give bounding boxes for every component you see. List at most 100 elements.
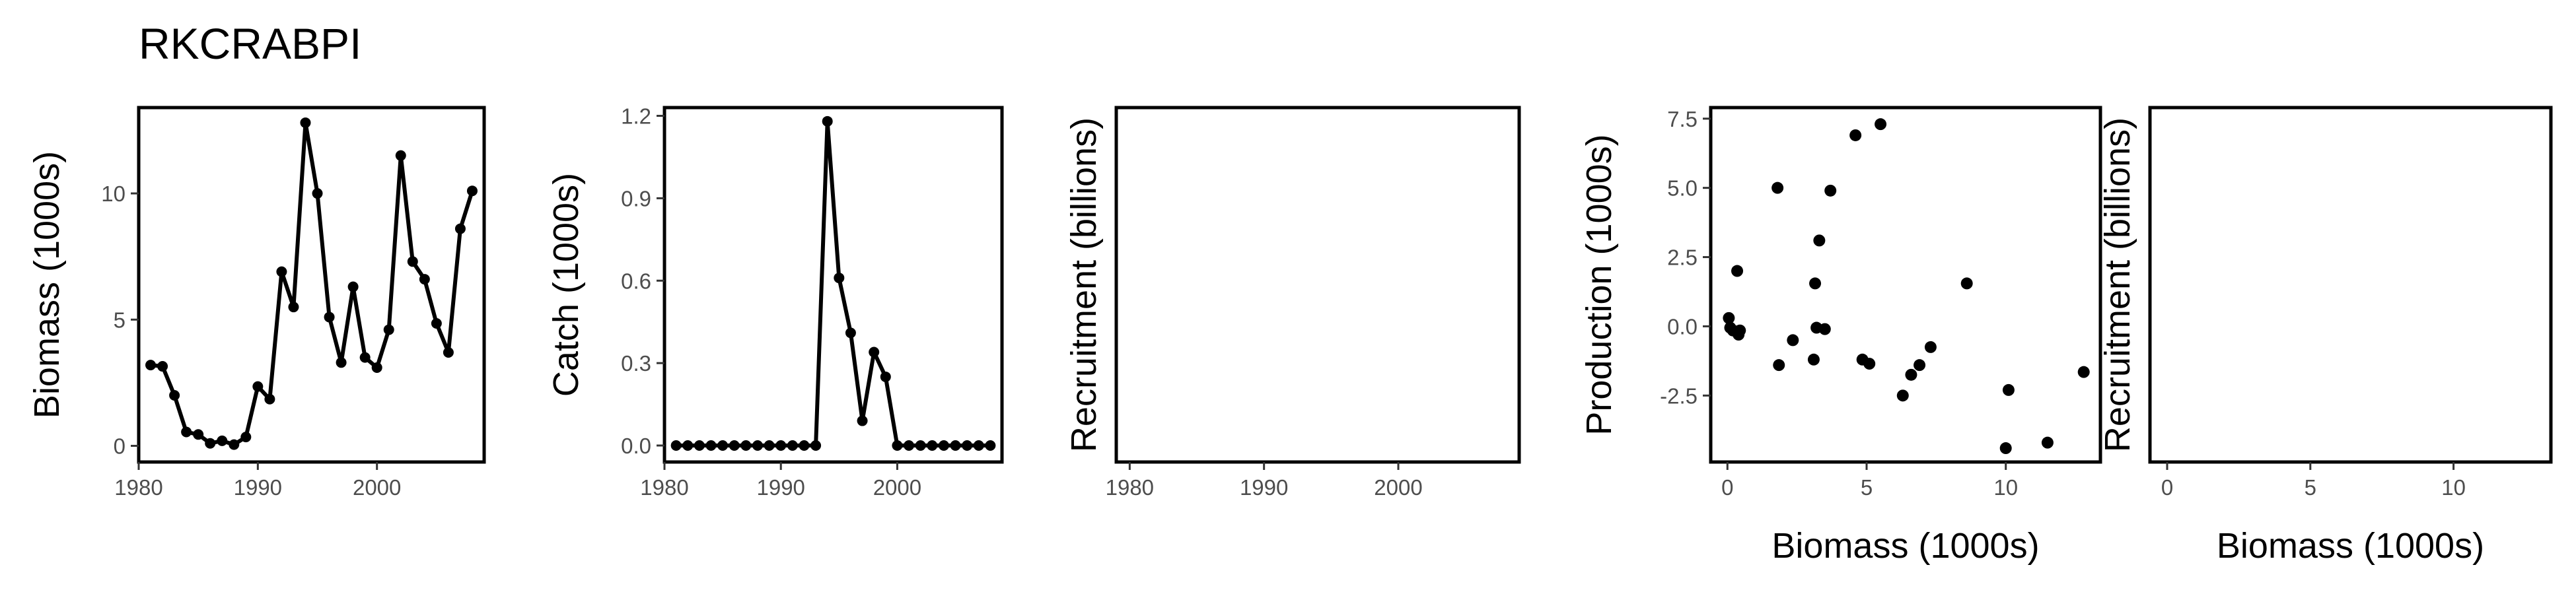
data-point	[822, 116, 833, 127]
data-point	[950, 440, 961, 451]
panel-border	[662, 106, 1004, 464]
data-point	[915, 440, 926, 451]
data-point	[157, 361, 168, 372]
data-point	[229, 439, 240, 450]
data-point	[1771, 182, 1784, 194]
chart-panel-2: 1980 1990 2000 0.0 0.3 0.6 0.9 1.2 Catch (1000s)	[546, 104, 1004, 500]
data-point	[1809, 277, 1822, 290]
data-point	[670, 440, 682, 451]
data-point	[845, 327, 856, 339]
data-point	[1875, 118, 1887, 131]
data-point	[752, 440, 763, 451]
data-point	[300, 117, 311, 128]
data-point	[892, 440, 903, 451]
y-tick-label: 7.5	[1667, 107, 1698, 131]
data-point	[2077, 366, 2090, 378]
chart-panel-4: 0 5 10 -2.5 0.0 2.5 5.0 7.5 Production (1000s) Bi…	[1579, 106, 2102, 566]
data-point	[1849, 129, 1862, 141]
chart-panel-3: 1980 1990 2000 Recruitment (billions)	[1064, 106, 1521, 500]
y-tick-label: 1.2	[621, 104, 651, 128]
chart-panel-5: 0 5 10 Recruitment (billions) Biomass (1000s…	[2098, 106, 2553, 566]
panel-border	[2148, 106, 2553, 464]
data-point	[205, 438, 216, 449]
x-tick-label: 1990	[234, 475, 282, 500]
data-point	[682, 440, 694, 451]
x-tick-label: 1980	[640, 475, 688, 500]
y-tick-label: 0.9	[621, 186, 651, 211]
data-point	[383, 324, 394, 335]
data-point	[857, 415, 868, 426]
data-point	[1734, 324, 1746, 337]
data-point	[217, 435, 228, 446]
y-tick-label: 5	[114, 308, 125, 332]
data-point	[1924, 341, 1937, 353]
y-tick-label: 0.0	[1667, 314, 1698, 339]
data-point	[985, 440, 996, 451]
series-line	[676, 119, 991, 447]
y-axis-title: Biomass (1000s)	[27, 151, 67, 418]
data-point	[431, 318, 442, 329]
data-point	[1818, 323, 1831, 335]
data-point	[775, 440, 787, 451]
data-point	[407, 256, 418, 267]
data-point	[927, 440, 938, 451]
data-point	[962, 440, 973, 451]
data-point	[193, 429, 204, 440]
y-axis-title: Recruitment (billions)	[1064, 117, 1104, 452]
y-tick-label: 0.6	[621, 269, 651, 293]
x-tick-label: 0	[1721, 475, 1733, 500]
data-point	[336, 357, 347, 368]
data-point	[181, 426, 192, 438]
data-point	[264, 393, 275, 405]
x-axis-title: Biomass (1000s)	[2217, 526, 2484, 566]
data-point	[1787, 334, 1799, 346]
x-tick-label: 10	[2441, 475, 2466, 500]
y-tick-label: -2.5	[1660, 383, 1698, 408]
x-tick-label: 1990	[1240, 475, 1288, 500]
data-point	[145, 360, 157, 371]
y-tick-label: 2.5	[1667, 246, 1698, 270]
x-tick-label: 5	[1861, 475, 1873, 500]
data-point	[395, 150, 406, 161]
series-line	[150, 120, 474, 447]
data-point	[359, 352, 371, 363]
data-point	[1896, 389, 1909, 402]
panel-border	[137, 106, 486, 464]
y-axis-title: Recruitment (billions)	[2098, 117, 2137, 452]
y-tick-label: 0.3	[621, 351, 651, 376]
data-point	[2002, 383, 2015, 396]
data-point	[1773, 359, 1785, 372]
data-point	[1914, 359, 1926, 372]
data-point	[312, 188, 323, 199]
data-point	[1807, 353, 1820, 366]
data-point	[288, 302, 299, 313]
chart-panel-1: 1980 1990 2000 0 5 10 Biomass (1000s)	[27, 106, 486, 500]
data-point	[1813, 234, 1826, 247]
data-point	[834, 273, 845, 284]
data-point	[324, 312, 335, 323]
data-point	[787, 440, 798, 451]
x-tick-label: 2000	[353, 475, 401, 500]
panel-border	[1114, 106, 1521, 464]
data-point	[1999, 442, 2012, 455]
data-point	[276, 266, 287, 277]
data-point	[799, 440, 810, 451]
x-tick-label: 2000	[873, 475, 921, 500]
y-tick-label: 0.0	[621, 434, 651, 458]
data-point	[869, 346, 880, 358]
data-point	[717, 440, 729, 451]
data-point	[740, 440, 752, 451]
y-axis-title: Production (1000s)	[1579, 134, 1619, 435]
x-tick-label: 1980	[1106, 475, 1154, 500]
x-tick-label: 0	[2161, 475, 2173, 500]
x-tick-label: 10	[1993, 475, 2018, 500]
x-tick-label: 2000	[1374, 475, 1422, 500]
data-point	[810, 440, 822, 451]
data-point	[880, 371, 891, 382]
data-point	[454, 223, 466, 234]
data-point	[705, 440, 717, 451]
data-point	[169, 390, 180, 401]
data-point	[764, 440, 775, 451]
data-point	[938, 440, 949, 451]
data-point	[371, 362, 382, 373]
